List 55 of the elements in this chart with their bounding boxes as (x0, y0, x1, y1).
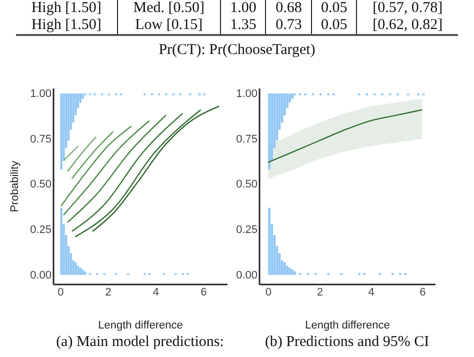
x-tick-label: 6 (200, 286, 207, 298)
x-tick-label: 4 (368, 286, 374, 298)
text: 1.35 (220, 17, 266, 35)
x-axis-title: Length difference (98, 320, 183, 332)
line-series (267, 109, 423, 164)
bar (60, 93, 62, 170)
x-tick-label: 4 (152, 286, 160, 298)
bar (74, 262, 77, 275)
x-axis-title: Length difference (305, 320, 390, 332)
bar (288, 268, 291, 275)
text: (b) Predictions and 95% CI (264, 334, 430, 350)
bar (82, 269, 84, 275)
text: High [1.50] (16, 0, 118, 17)
y-tick-label: 0.00 (236, 269, 258, 282)
y-axis-title: Probability (9, 160, 22, 212)
bar (268, 208, 270, 275)
bar (82, 93, 84, 99)
text: High [1.50] (16, 17, 118, 35)
x-tick-label: 2 (105, 286, 112, 298)
y-tick-label: 1.00 (30, 88, 52, 100)
bar (60, 208, 62, 275)
bar (291, 93, 294, 99)
x-tick-label: 0 (58, 286, 64, 298)
text: [0.62, 0.82] (372, 17, 444, 35)
y-tick-label: 0.25 (236, 224, 258, 236)
y-tick-label: 0.50 (30, 178, 52, 191)
y-tick-label: 0.75 (30, 133, 52, 146)
bar (79, 268, 82, 275)
x-tick-label: 0 (265, 286, 272, 298)
x-tick-label: 6 (420, 286, 426, 298)
line-series (66, 114, 167, 223)
y-tick-label: 0.50 (236, 178, 258, 191)
y-tick-label: 0.00 (30, 269, 52, 282)
text: Med. [0.50] (117, 0, 221, 17)
bar (76, 266, 80, 275)
bar (284, 262, 286, 275)
y-tick-label: 1.00 (236, 88, 258, 100)
line-series (62, 120, 150, 216)
text: Pr(CT): Pr(ChooseTarget) (158, 42, 316, 59)
bar (268, 93, 270, 170)
bar (84, 271, 86, 275)
text: (a) Main model predictions: (56, 334, 224, 350)
text: 0.05 (311, 0, 357, 17)
text: 0.05 (311, 17, 357, 35)
bar (286, 266, 288, 275)
y-tick-label: 0.75 (236, 133, 258, 146)
bar (291, 269, 294, 275)
x-tick-label: 2 (316, 286, 323, 298)
line-series (71, 112, 184, 232)
text: Low [0.15] (117, 17, 221, 35)
line-series (60, 126, 132, 207)
text: 0.68 (266, 0, 312, 17)
y-tick-label: 0.25 (30, 224, 52, 236)
text: [0.57, 0.78] (372, 0, 444, 17)
text: 0.73 (266, 17, 312, 35)
